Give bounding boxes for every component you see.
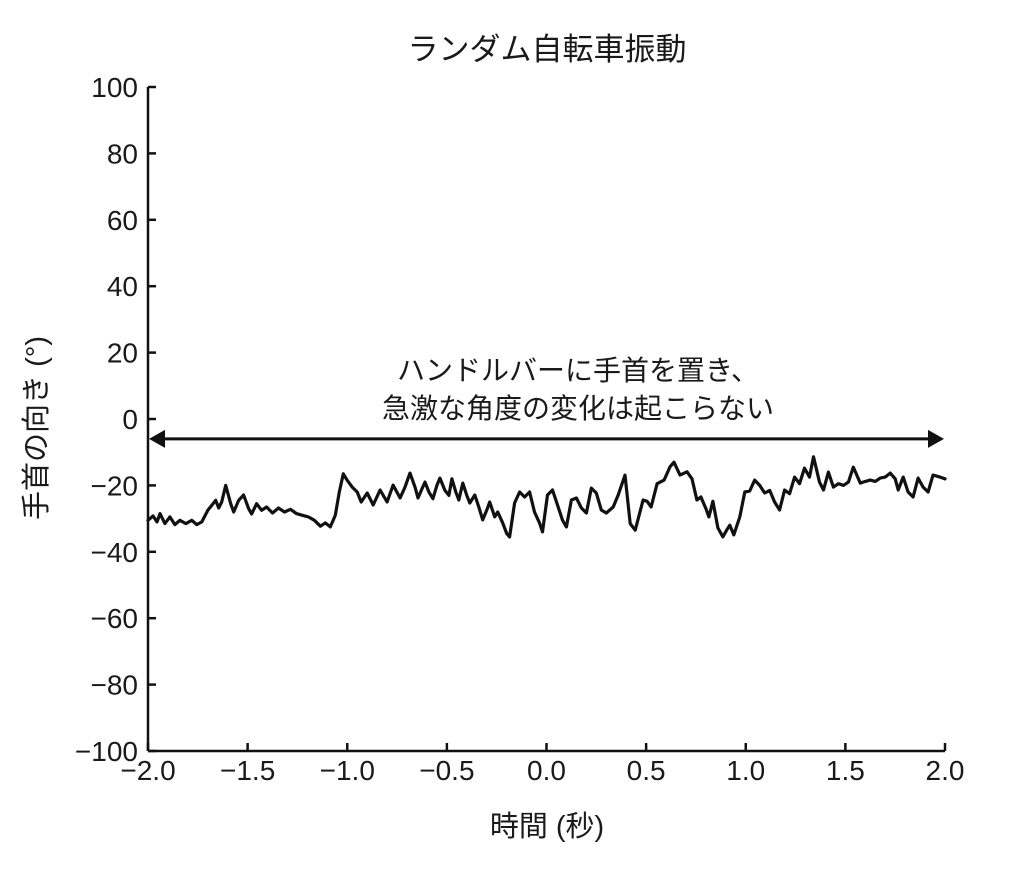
y-tick-label: −20 xyxy=(91,470,139,501)
y-tick-label: 100 xyxy=(91,72,138,103)
y-tick-label: 60 xyxy=(107,205,138,236)
x-tick-label: 0.0 xyxy=(527,755,566,786)
arrow-head-right xyxy=(928,429,944,448)
y-tick-label: 80 xyxy=(107,138,138,169)
signal-line xyxy=(146,455,947,539)
x-tick-label: −2.0 xyxy=(120,755,175,786)
y-tick-label: 40 xyxy=(107,271,138,302)
annotation-line-2: 急激な角度の変化は起こらない xyxy=(382,393,774,424)
x-tick-label: 0.5 xyxy=(627,755,666,786)
y-tick-label: 20 xyxy=(107,338,138,369)
x-axis-label: 時間 (秒) xyxy=(490,810,604,843)
arrow-head-left xyxy=(149,429,165,448)
annotation-line-1: ハンドルバーに手首を置き、 xyxy=(397,355,759,386)
chart-title: ランダム自転車振動 xyxy=(408,32,687,67)
x-tick-label: −0.5 xyxy=(419,755,474,786)
y-axis-label: 手首の向き (°) xyxy=(20,336,53,520)
signal-polyline xyxy=(146,455,947,539)
x-tick-label: 1.5 xyxy=(826,755,865,786)
axes: 100 80 60 40 20 0 −20 −40 −60 −80 −100−2.0 −1.5 −1.0… xyxy=(75,72,965,786)
x-tick-label: 1.0 xyxy=(726,755,765,786)
x-tick-label: 2.0 xyxy=(926,755,965,786)
y-tick-label: −100 xyxy=(75,736,138,767)
y-tick-label: −60 xyxy=(91,603,139,634)
x-tick-label: −1.5 xyxy=(220,755,275,786)
y-tick-label: −40 xyxy=(91,537,139,568)
double-headed-arrow xyxy=(149,429,944,448)
y-tick-label: −80 xyxy=(91,670,139,701)
y-tick-label: 0 xyxy=(122,404,138,435)
x-tick-label: −1.0 xyxy=(320,755,375,786)
